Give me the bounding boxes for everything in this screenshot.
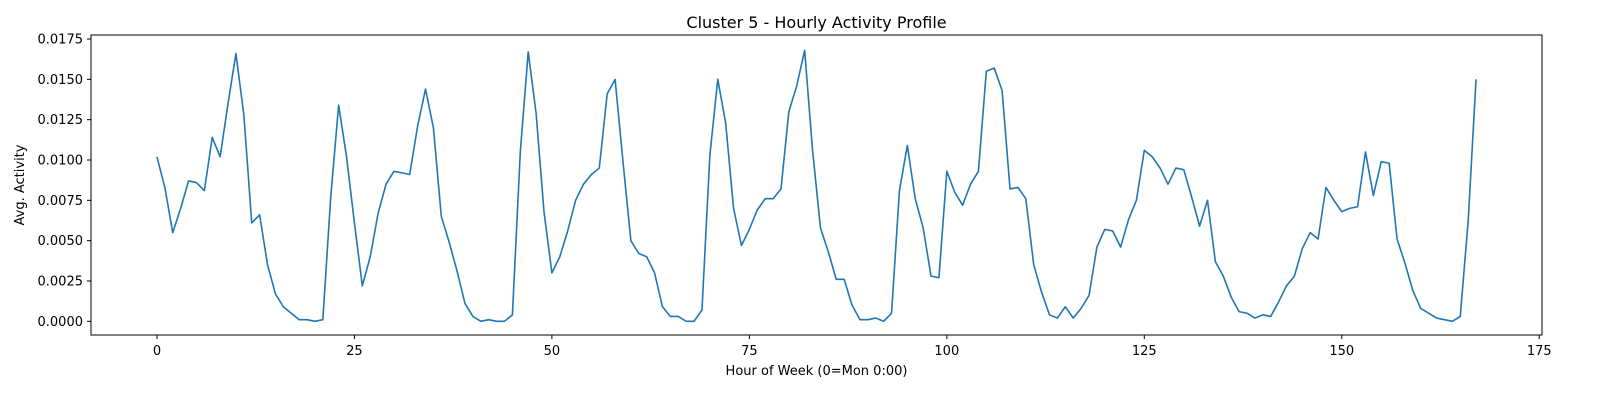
- series-line-0: [156, 49, 1477, 323]
- plot-frame: [90, 34, 1543, 336]
- y-tick-label: 0.0075: [38, 194, 84, 209]
- x-tick-label: 50: [544, 344, 561, 359]
- x-axis-label: Hour of Week (0=Mon 0:00): [726, 364, 908, 379]
- y-tick-label: 0.0175: [38, 33, 84, 48]
- x-tick-label: 100: [934, 344, 959, 359]
- y-tick-label: 0.0025: [38, 274, 84, 289]
- y-tick-label: 0.0000: [38, 315, 84, 330]
- chart-title: Cluster 5 - Hourly Activity Profile: [686, 13, 946, 32]
- y-tick-label: 0.0050: [38, 234, 84, 249]
- x-tick-label: 75: [741, 344, 758, 359]
- x-tick-label: 150: [1329, 344, 1354, 359]
- y-tick-label: 0.0100: [38, 154, 84, 169]
- y-tick-label: 0.0150: [38, 73, 84, 88]
- x-tick-label: 175: [1527, 344, 1552, 359]
- y-axis-label: Avg. Activity: [13, 144, 28, 225]
- x-tick-label: 0: [153, 344, 161, 359]
- x-tick-label: 125: [1132, 344, 1157, 359]
- y-tick-label: 0.0125: [38, 113, 84, 128]
- x-tick-label: 25: [346, 344, 363, 359]
